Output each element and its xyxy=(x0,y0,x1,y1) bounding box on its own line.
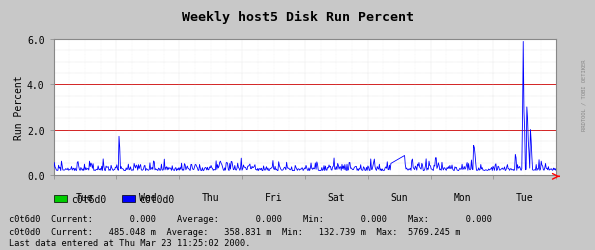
Text: c0t0d0: c0t0d0 xyxy=(139,194,174,204)
Text: Sun: Sun xyxy=(390,192,408,202)
Text: RRDTOOL / TOBI OETIKER: RRDTOOL / TOBI OETIKER xyxy=(582,60,587,130)
Text: Tue: Tue xyxy=(76,192,94,202)
Text: Fri: Fri xyxy=(265,192,282,202)
Text: Sat: Sat xyxy=(328,192,345,202)
Text: Wed: Wed xyxy=(139,192,156,202)
Y-axis label: Run Percent: Run Percent xyxy=(14,75,24,140)
Text: Weekly host5 Disk Run Percent: Weekly host5 Disk Run Percent xyxy=(181,11,414,24)
Text: c0t6d0: c0t6d0 xyxy=(71,194,106,204)
Text: c0t0d0  Current:   485.048 m  Average:   358.831 m  Min:   132.739 m  Max:  5769: c0t0d0 Current: 485.048 m Average: 358.8… xyxy=(9,228,461,236)
Text: Tue: Tue xyxy=(516,192,534,202)
Text: c0t6d0  Current:       0.000    Average:       0.000    Min:       0.000    Max:: c0t6d0 Current: 0.000 Average: 0.000 Min… xyxy=(9,214,492,223)
Text: Last data entered at Thu Mar 23 11:25:02 2000.: Last data entered at Thu Mar 23 11:25:02… xyxy=(9,238,250,247)
Text: Thu: Thu xyxy=(202,192,220,202)
Text: Mon: Mon xyxy=(453,192,471,202)
